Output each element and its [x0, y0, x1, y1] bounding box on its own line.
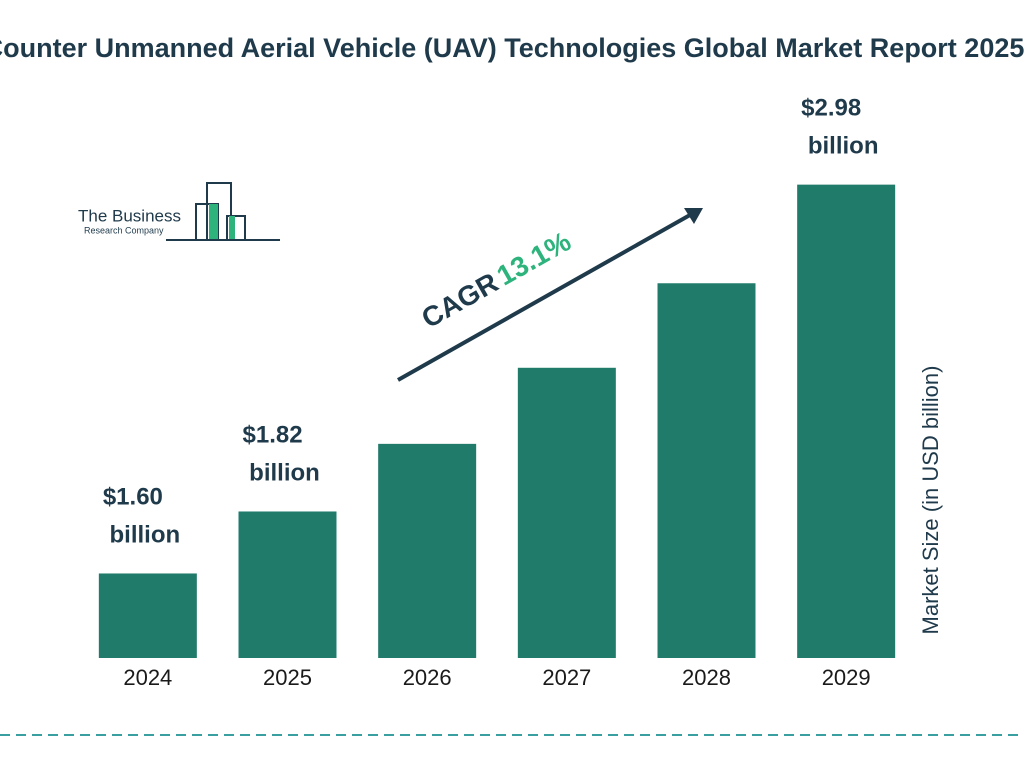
bar [517, 367, 616, 658]
cagr-arrow [397, 213, 691, 382]
logo-text: The Business [78, 206, 181, 225]
cagr-value: 13.1% [492, 225, 576, 291]
y-axis-label: Market Size (in USD billion) [918, 366, 943, 635]
data-label: $1.82 billion [243, 422, 320, 487]
x-tick-label: 2025 [263, 665, 312, 690]
logo-subtext: Research Company [84, 225, 164, 235]
x-tick-label: 2029 [822, 665, 871, 690]
data-label: $1.60 billion [103, 484, 180, 549]
cagr: CAGR 13.1% [416, 225, 576, 334]
chart-title: Counter Unmanned Aerial Vehicle (UAV) Te… [0, 33, 1024, 63]
bar [98, 573, 197, 658]
logo [166, 182, 280, 241]
x-tick-label: 2027 [542, 665, 591, 690]
data-label: $2.98 billion [801, 95, 878, 160]
bar [657, 283, 756, 658]
bar [797, 184, 896, 658]
x-tick-label: 2024 [123, 665, 172, 690]
x-tick-label: 2028 [682, 665, 731, 690]
x-tick-label: 2026 [403, 665, 452, 690]
cagr-arrowhead [684, 208, 703, 224]
bar [378, 443, 477, 658]
cagr-label: CAGR [416, 267, 503, 335]
bar [238, 511, 337, 658]
